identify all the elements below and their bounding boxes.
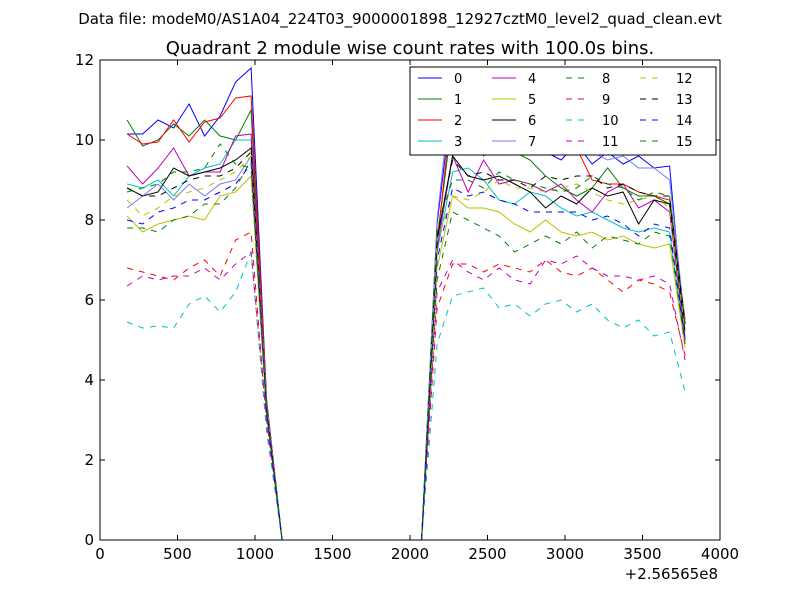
series-line-4 [126,133,686,541]
legend-label-9: 9 [602,93,610,108]
legend-label-1: 1 [454,93,462,108]
y-tick-label: 8 [84,211,94,229]
y-tick-label: 12 [75,51,94,69]
series-line-1 [126,108,686,541]
series-line-9 [126,231,686,541]
series-line-11 [126,251,686,541]
x-tick-label: 0 [95,545,105,563]
legend-label-13: 13 [676,93,693,108]
x-tick-label: 3500 [623,545,661,563]
y-tick-label: 2 [84,451,94,469]
x-axis-offset-label: +2.56565e8 [625,565,718,583]
legend-label-10: 10 [602,114,619,129]
y-tick-label: 6 [84,291,94,309]
legend-label-0: 0 [454,72,462,87]
legend-label-6: 6 [528,114,536,129]
series-line-15 [126,143,686,541]
legend-label-14: 14 [676,114,693,129]
data-file-label: Data file: modeM0/AS1A04_224T03_90000018… [78,10,722,29]
x-tick-label: 2500 [468,545,506,563]
x-tick-label: 1500 [313,545,351,563]
chart-title: Quadrant 2 module wise count rates with … [166,38,655,59]
series-line-5 [126,174,686,541]
x-tick-label: 3000 [546,545,584,563]
x-axis: 0 500 1000 1500 2000 2500 3000 3500 4000 [95,60,739,563]
series-line-12 [126,154,686,541]
legend-label-11: 11 [602,135,619,150]
legend-label-8: 8 [602,72,610,87]
x-tick-label: 4000 [701,545,739,563]
legend-label-3: 3 [454,135,462,150]
legend-box [409,66,717,156]
series-line-6 [126,147,686,541]
series-line-10 [126,251,686,541]
legend-label-2: 2 [454,114,462,129]
x-tick-label: 1000 [236,545,274,563]
y-tick-label: 10 [75,131,94,149]
legend-label-5: 5 [528,93,536,108]
x-tick-label: 500 [163,545,192,563]
y-tick-label: 0 [84,531,94,549]
legend-label-4: 4 [528,72,536,87]
legend-label-15: 15 [676,135,693,150]
x-tick-label: 2000 [391,545,429,563]
series-line-14 [126,162,686,541]
series-line-2 [126,95,686,541]
legend-label-12: 12 [676,72,693,87]
legend-label-7: 7 [528,135,536,150]
y-tick-label: 4 [84,371,94,389]
